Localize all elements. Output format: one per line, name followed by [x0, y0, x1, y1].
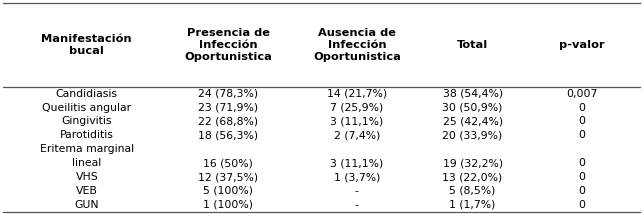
Text: Queilitis angular: Queilitis angular [42, 103, 131, 113]
Text: 5 (100%): 5 (100%) [203, 186, 253, 196]
Text: p-valor: p-valor [559, 40, 604, 50]
Text: Eritema marginal: Eritema marginal [40, 144, 134, 154]
Text: 0: 0 [579, 200, 585, 210]
Text: Manifestación
bucal: Manifestación bucal [42, 34, 132, 56]
Text: 0: 0 [579, 130, 585, 140]
Text: -: - [355, 200, 359, 210]
Text: 12 (37,5%): 12 (37,5%) [198, 172, 258, 182]
Text: -: - [355, 186, 359, 196]
Text: VEB: VEB [76, 186, 98, 196]
Text: 0: 0 [579, 116, 585, 126]
Text: GUN: GUN [75, 200, 99, 210]
Text: 22 (68,8%): 22 (68,8%) [198, 116, 258, 126]
Text: 3 (11,1%): 3 (11,1%) [331, 158, 383, 168]
Text: 14 (21,7%): 14 (21,7%) [327, 89, 387, 99]
Text: Gingivitis: Gingivitis [62, 116, 112, 126]
Text: 20 (33,9%): 20 (33,9%) [442, 130, 503, 140]
Text: Ausencia de
Infección
Oportunistica: Ausencia de Infección Oportunistica [313, 28, 401, 62]
Text: 0: 0 [579, 103, 585, 113]
Text: 30 (50,9%): 30 (50,9%) [442, 103, 503, 113]
Text: Candidiasis: Candidiasis [56, 89, 118, 99]
Text: lineal: lineal [72, 158, 102, 168]
Text: 7 (25,9%): 7 (25,9%) [331, 103, 383, 113]
Text: 16 (50%): 16 (50%) [203, 158, 253, 168]
Text: Total: Total [457, 40, 488, 50]
Text: 13 (22,0%): 13 (22,0%) [442, 172, 503, 182]
Text: 0: 0 [579, 186, 585, 196]
Text: Parotiditis: Parotiditis [60, 130, 114, 140]
Text: 23 (71,9%): 23 (71,9%) [198, 103, 258, 113]
Text: 1 (1,7%): 1 (1,7%) [449, 200, 496, 210]
Text: 2 (7,4%): 2 (7,4%) [334, 130, 380, 140]
Text: 18 (56,3%): 18 (56,3%) [198, 130, 258, 140]
Text: 19 (32,2%): 19 (32,2%) [442, 158, 503, 168]
Text: 5 (8,5%): 5 (8,5%) [449, 186, 496, 196]
Text: 1 (3,7%): 1 (3,7%) [334, 172, 380, 182]
Text: 1 (100%): 1 (100%) [203, 200, 253, 210]
Text: 3 (11,1%): 3 (11,1%) [331, 116, 383, 126]
Text: 25 (42,4%): 25 (42,4%) [442, 116, 503, 126]
Text: 0: 0 [579, 172, 585, 182]
Text: 0: 0 [579, 158, 585, 168]
Text: VHS: VHS [75, 172, 98, 182]
Text: 0,007: 0,007 [566, 89, 597, 99]
Text: Presencia de
Infección
Oportunistica: Presencia de Infección Oportunistica [185, 28, 272, 62]
Text: 24 (78,3%): 24 (78,3%) [198, 89, 258, 99]
Text: 38 (54,4%): 38 (54,4%) [442, 89, 503, 99]
